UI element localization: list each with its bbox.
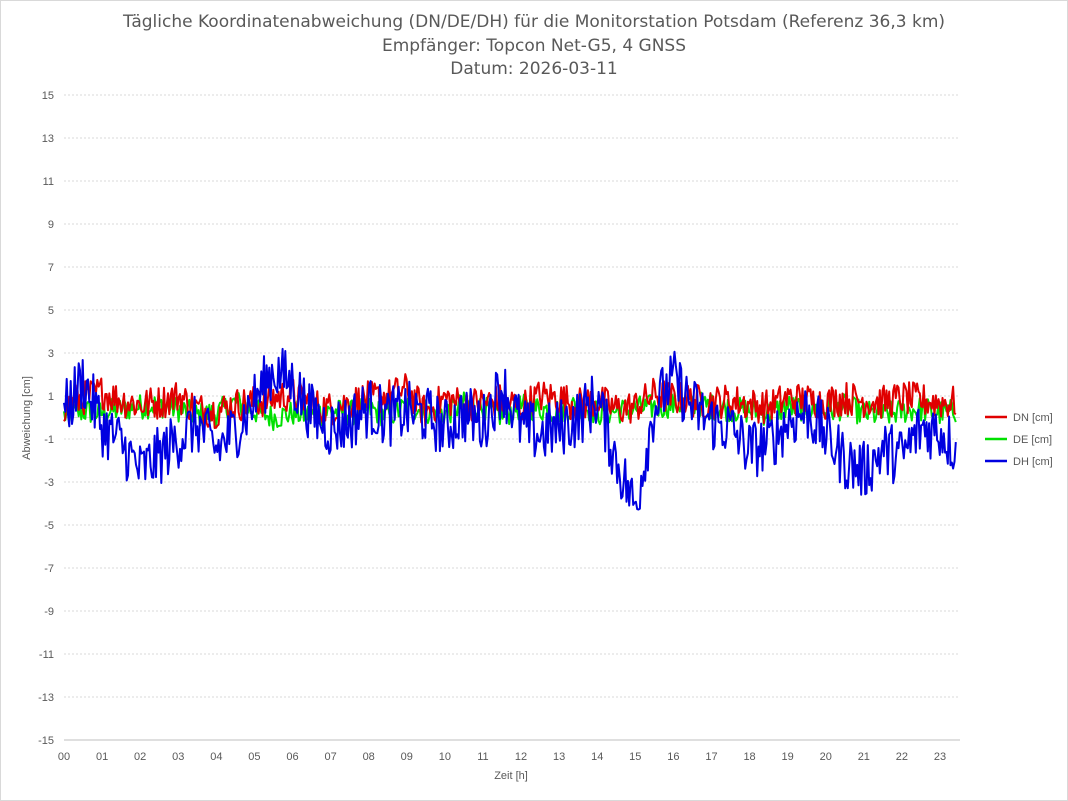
y-tick-label: 9 [48,219,54,231]
y-tick-label: -1 [44,434,54,446]
x-tick-label: 13 [553,751,565,763]
x-tick-label: 17 [705,751,717,763]
y-tick-label: -9 [44,606,54,618]
x-tick-label: 01 [96,751,108,763]
y-tick-label: -11 [39,649,54,661]
x-tick-label: 06 [286,751,298,763]
chart-subtitle-receiver: Empfänger: Topcon Net-G5, 4 GNSS [381,36,687,56]
y-tick-label: 1 [48,391,54,403]
x-tick-label: 02 [134,751,146,763]
chart-subtitle-date: Datum: 2026-03-11 [450,59,618,79]
x-tick-label: 11 [477,751,488,763]
legend: DN [cm] DE [cm] DH [cm] [985,412,1053,468]
y-tick-label: -3 [44,477,54,489]
x-tick-label: 22 [896,751,908,763]
x-tick-label: 08 [363,751,375,763]
x-tick-label: 07 [324,751,336,763]
series-line-dh [63,347,957,511]
legend-label-dh: DH [cm] [1013,456,1053,468]
x-tick-label: 12 [515,751,527,763]
x-tick-label: 18 [743,751,755,763]
y-tick-label: 15 [42,90,54,102]
x-tick-label: 15 [629,751,641,763]
x-tick-label: 05 [248,751,260,763]
y-tick-label: 3 [48,348,54,360]
series-lines [63,347,957,511]
x-tick-label: 10 [439,751,451,763]
x-tick-label: 09 [401,751,413,763]
x-tick-label: 19 [782,751,794,763]
y-tick-label: 5 [48,305,54,317]
x-tick-label: 14 [591,751,603,763]
y-tick-label: 7 [48,262,54,274]
x-tick-label: 16 [667,751,679,763]
gridlines [64,94,960,741]
x-tick-label: 00 [58,751,70,763]
y-axis-ticks: 15 13 11 9 7 5 3 1 -1 -3 -5 -7 -9 -11 -13 -15 [38,90,54,747]
y-axis-label: Abweichung [cm] [21,376,33,460]
y-tick-label: 11 [43,176,54,188]
x-tick-label: 03 [172,751,184,763]
legend-label-de: DE [cm] [1013,434,1052,446]
x-axis-label: Zeit [h] [494,770,528,782]
y-tick-label: -7 [44,563,54,575]
chart-title: Tägliche Koordinatenabweichung (DN/DE/DH… [122,12,946,32]
x-tick-label: 04 [210,751,222,763]
y-tick-label: -15 [38,735,54,747]
y-tick-label: 13 [42,133,54,145]
x-tick-label: 23 [934,751,946,763]
x-tick-label: 20 [820,751,832,763]
x-tick-label: 21 [858,751,870,763]
legend-label-dn: DN [cm] [1013,412,1053,424]
y-tick-label: -5 [44,520,54,532]
x-axis-ticks: 00 01 02 03 04 05 06 07 08 09 10 11 12 13 14 15 16 17 18 19… [58,751,946,763]
y-tick-label: -13 [38,692,54,704]
